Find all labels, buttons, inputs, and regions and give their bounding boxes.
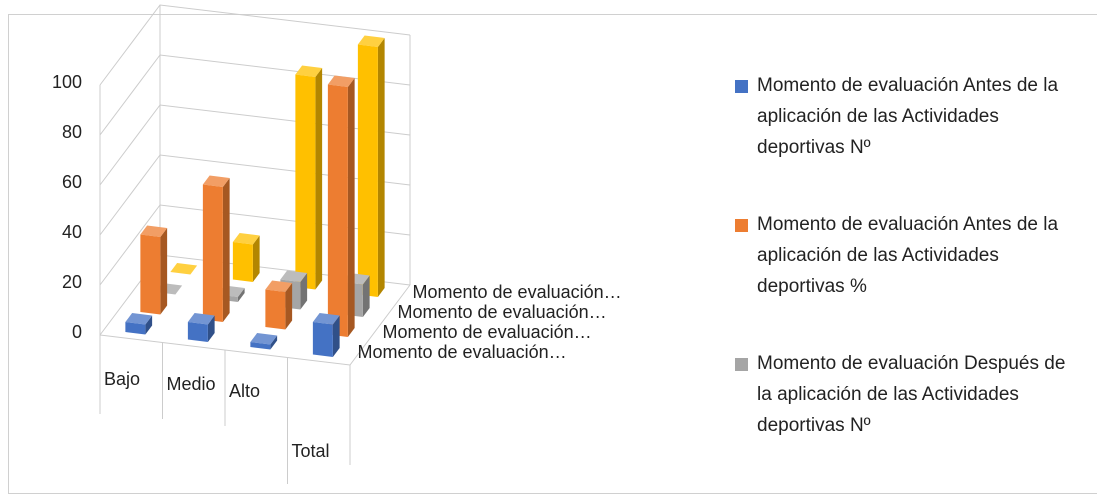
- bar: [295, 65, 323, 290]
- legend-entry: Momento de evaluación Antes de la aplica…: [735, 209, 1080, 302]
- bar-front: [327, 84, 348, 337]
- bar-top: [232, 233, 260, 245]
- bar-side: [347, 77, 355, 337]
- y-tick-label: 80: [62, 122, 82, 142]
- depth-label: Momento de evaluación…: [383, 322, 592, 342]
- legend-swatch: [735, 80, 748, 93]
- bar-top: [312, 313, 340, 325]
- y-tick-label: 40: [62, 222, 82, 242]
- bar-side: [237, 287, 245, 302]
- bar-front: [140, 234, 161, 315]
- bar-top: [187, 313, 215, 325]
- grid-line: [99, 4, 411, 86]
- bar-top: [357, 35, 385, 47]
- bar: [327, 75, 355, 337]
- y-tick-label: 100: [52, 72, 82, 92]
- bar-front: [312, 322, 333, 357]
- bar: [187, 313, 215, 342]
- bar-side: [332, 315, 340, 357]
- bar-top: [140, 225, 168, 237]
- depth-label: Momento de evaluación…: [398, 302, 607, 322]
- legend-label: Momento de evaluación Después de la apli…: [757, 353, 1066, 436]
- x-tick-label: Alto: [229, 381, 260, 401]
- bar-front: [125, 322, 146, 335]
- bar: [250, 333, 278, 350]
- bar: [357, 35, 385, 297]
- bar: [265, 280, 293, 330]
- bar-front: [250, 342, 271, 350]
- legend-swatch: [735, 358, 748, 371]
- bar-top: [265, 280, 293, 292]
- y-tick-label: 0: [72, 322, 82, 342]
- bar-side: [300, 272, 308, 310]
- bar: [232, 233, 260, 282]
- bar-side: [285, 282, 293, 330]
- legend-entry: Momento de evaluación Antes de la aplica…: [735, 70, 1080, 163]
- bar-front: [357, 44, 378, 297]
- bar-side: [270, 335, 278, 350]
- bar-side: [377, 37, 385, 297]
- legend: Momento de evaluación Antes de la aplica…: [735, 70, 1080, 487]
- x-tick-label: Total: [292, 441, 330, 461]
- bar: [170, 263, 198, 275]
- bar-side: [315, 67, 323, 290]
- page: {"chart_data": {"type": "bar3d", "catego…: [8, 4, 1097, 494]
- legend-entry: Momento de evaluación Después de la apli…: [735, 348, 1080, 441]
- bar-side: [362, 275, 370, 317]
- bar-top: [125, 313, 153, 325]
- bar: [312, 313, 340, 357]
- bar-top: [202, 175, 230, 187]
- grid-line: [99, 204, 411, 286]
- chart: 0 20 40 60 80 100 Bajo Medio Alto Total Momento de…: [52, 4, 622, 484]
- bar-front: [187, 322, 208, 342]
- bar-side: [222, 177, 230, 322]
- bar-side: [160, 227, 168, 315]
- bar-front: [295, 74, 316, 290]
- bar-top: [327, 75, 355, 87]
- y-tick-label: 60: [62, 172, 82, 192]
- y-tick-label: 20: [62, 272, 82, 292]
- legend-label: Momento de evaluación Antes de la aplica…: [757, 75, 1059, 158]
- grid-line: [99, 154, 411, 236]
- bar-side: [145, 315, 153, 335]
- bar-side: [252, 235, 260, 282]
- bar: [140, 225, 168, 315]
- bar: [125, 313, 153, 335]
- legend-swatch: [735, 219, 748, 232]
- bar-side: [207, 315, 215, 342]
- grid-line: [99, 104, 411, 186]
- legend-label: Momento de evaluación Antes de la aplica…: [757, 214, 1059, 297]
- grid-line: [99, 54, 411, 136]
- x-tick-label: Bajo: [104, 369, 140, 389]
- bar-top: [250, 333, 278, 345]
- bar-top: [170, 263, 198, 275]
- depth-label: Momento de evaluación…: [358, 342, 567, 362]
- bar-top: [295, 65, 323, 77]
- bar-front: [202, 184, 223, 322]
- x-tick-label: Medio: [167, 374, 216, 394]
- bar-front: [232, 242, 253, 282]
- bar-top: [280, 270, 308, 282]
- depth-label: Momento de evaluación…: [413, 282, 622, 302]
- bar-front: [265, 289, 286, 330]
- bar: [202, 175, 230, 322]
